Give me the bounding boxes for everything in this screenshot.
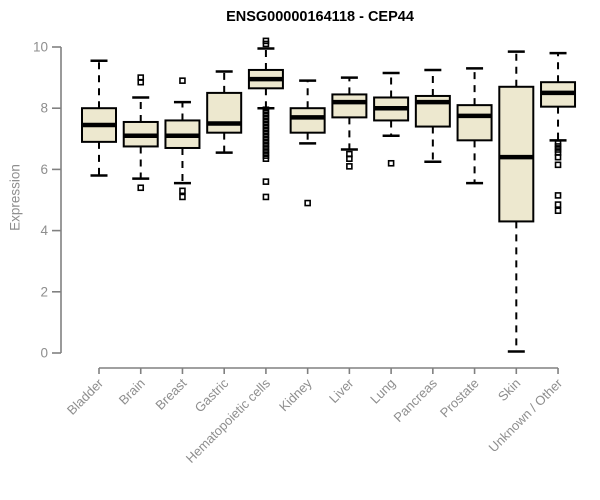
y-tick-label: 8: [40, 101, 48, 116]
boxplot-gastric: [206, 70, 243, 154]
category-label: Lung: [367, 376, 398, 407]
boxplot-bladder: [81, 59, 117, 177]
box: [331, 93, 368, 119]
outlier-point: [346, 155, 353, 162]
category-label: Brain: [116, 376, 148, 408]
outlier-point: [554, 201, 562, 208]
y-tick-label: 10: [33, 40, 48, 55]
outlier-point: [554, 161, 562, 169]
boxplot-brain: [122, 74, 159, 192]
y-tick-label: 2: [40, 284, 48, 299]
chart-title: ENSG00000164118 - CEP44: [226, 9, 414, 25]
y-tick-label: 0: [40, 346, 48, 361]
y-axis: 0 2 4 6 8 10: [33, 40, 62, 361]
outlier-point: [387, 159, 395, 167]
outlier-point: [179, 187, 186, 195]
box: [498, 85, 535, 223]
box: [289, 107, 326, 134]
outlier-point: [262, 155, 270, 162]
category-label: Breast: [152, 375, 189, 412]
boxplot-unknown-other: [540, 51, 577, 215]
outlier-point: [137, 184, 145, 192]
boxplot-pancreas: [414, 68, 451, 163]
category-label: Gastric: [192, 375, 232, 415]
boxplot-skin: [498, 50, 535, 353]
outlier-point: [137, 78, 145, 86]
category-label: Prostate: [437, 376, 482, 421]
category-label: Liver: [326, 375, 357, 406]
y-tick-label: 6: [40, 162, 48, 177]
outlier-point: [554, 192, 562, 199]
category-label: Unknown / Other: [486, 375, 566, 455]
y-tick-label: 4: [40, 223, 48, 238]
boxplot-prostate: [456, 67, 493, 185]
outlier-point: [554, 207, 562, 215]
outlier-point: [262, 178, 270, 185]
box: [456, 104, 493, 142]
category-label: Bladder: [64, 375, 107, 418]
category-label: Kidney: [276, 375, 315, 414]
outlier-point: [554, 153, 562, 161]
boxplot-kidney: [289, 79, 326, 207]
category-label: Skin: [495, 376, 523, 404]
outlier-point: [262, 193, 270, 201]
outlier-point: [262, 40, 270, 48]
boxplot-breast: [164, 77, 201, 201]
outlier-point: [304, 199, 311, 207]
boxplot-hematopoietic-cells: [247, 37, 284, 201]
box: [206, 91, 243, 134]
boxplot-liver: [331, 76, 368, 170]
outlier-point: [179, 193, 186, 201]
boxplot-lung: [373, 71, 410, 167]
outlier-point: [179, 77, 186, 84]
category-label: Pancreas: [391, 375, 441, 425]
outlier-point: [346, 163, 353, 170]
